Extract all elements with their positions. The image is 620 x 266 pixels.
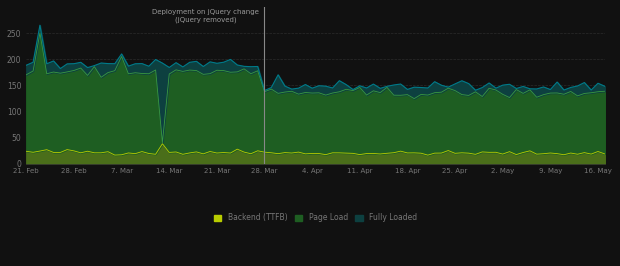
Legend: Backend (TTFB), Page Load, Fully Loaded: Backend (TTFB), Page Load, Fully Loaded bbox=[211, 210, 420, 226]
Text: Deployment on jQuery change
(jQuery removed): Deployment on jQuery change (jQuery remo… bbox=[152, 9, 259, 23]
